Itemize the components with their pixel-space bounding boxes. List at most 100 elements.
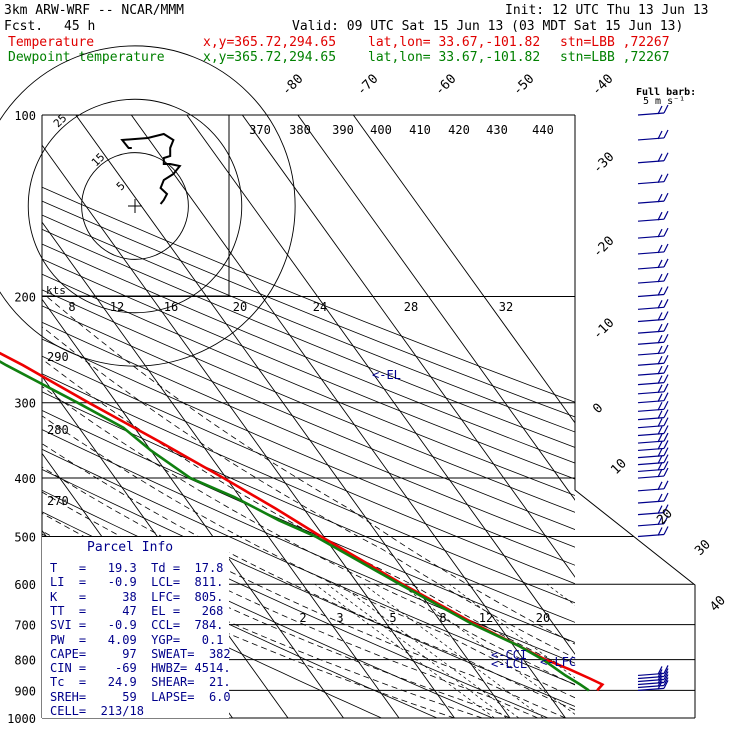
parcel-info-row: CAPE= 97 SWEAT= 382 (50, 646, 231, 661)
barb-flag (657, 287, 663, 296)
wind-barb (637, 680, 669, 692)
moist-adiabat (42, 415, 575, 699)
isotherm-line (186, 115, 575, 655)
isotherm-line (130, 115, 566, 718)
isotherm-line (42, 221, 400, 718)
barb-flag (657, 516, 663, 526)
barb-staff (637, 432, 665, 437)
theta-label: 430 (486, 123, 508, 137)
temperature-tick-label: -70 (354, 72, 381, 99)
wind-barb (637, 526, 669, 538)
barb-staff (637, 391, 665, 395)
mixing-ratio-label: 5 (389, 611, 396, 625)
temperature-xy: x,y=365.72,294.65 (203, 35, 337, 50)
wind-barb (637, 243, 669, 255)
dry-adiabat (42, 355, 575, 585)
barb-flag (663, 425, 669, 434)
wind-barb (637, 286, 669, 298)
barb-flag (663, 432, 669, 442)
wind-barb (637, 333, 669, 345)
barb-staff (637, 235, 665, 239)
wind-barb (637, 152, 669, 164)
barb-legend-1: Full barb: (636, 87, 696, 98)
barb-staff (637, 306, 665, 310)
barb-flag (663, 272, 669, 282)
temperature-tick-label: -30 (590, 150, 617, 177)
valid-time: Valid: 09 UTC Sat 15 Jun 13 (03 MDT Sat … (292, 19, 684, 34)
pressure-tick-label: 200 (14, 291, 36, 305)
hodograph-ring (81, 152, 189, 260)
mixing-ratio-line (339, 583, 520, 718)
theta-label-low: 280 (47, 423, 69, 437)
barb-staff (637, 687, 665, 692)
barb-flag (657, 481, 663, 491)
barb-flag (663, 526, 669, 535)
barb-staff (637, 137, 665, 141)
barb-staff (637, 251, 665, 255)
barb-flag (663, 354, 669, 364)
dry-adiabat (42, 200, 575, 418)
wind-barb (637, 344, 669, 356)
barb-flag (663, 364, 669, 374)
barb-flag (663, 665, 669, 674)
barb-flag (657, 675, 663, 684)
speed-label: 24 (313, 300, 327, 314)
barb-flag (663, 440, 669, 449)
barb-staff (637, 440, 665, 444)
barb-flag (657, 402, 663, 411)
dry-adiabat (42, 410, 575, 643)
barb-staff (637, 523, 665, 527)
pressure-tick-label: 900 (14, 684, 36, 698)
hodograph-ring-label: 5 (114, 179, 128, 193)
pressure-tick-label: 100 (14, 109, 36, 123)
dry-adiabat (42, 305, 575, 530)
barb-flag (663, 344, 669, 354)
barb-staff (637, 512, 665, 516)
barb-staff (637, 200, 665, 204)
temperature-tick-label: -10 (590, 316, 617, 343)
barb-flag (663, 374, 669, 383)
barb-flag (657, 355, 663, 365)
barb-flag (657, 174, 663, 183)
barb-flag (663, 210, 669, 220)
temperature-legend: Temperature (8, 35, 95, 50)
wind-barb (637, 364, 669, 376)
wind-barb (637, 461, 669, 473)
wind-barb (637, 272, 669, 284)
barb-staff (637, 455, 665, 459)
isotherm-line (42, 298, 344, 718)
dry-adiabat (42, 448, 575, 685)
wind-barb (637, 210, 669, 222)
pressure-tick-label: 600 (14, 578, 36, 592)
barb-flag (663, 299, 669, 308)
theta-label: 410 (409, 123, 431, 137)
wind-barb (637, 440, 669, 452)
barb-flag (663, 674, 669, 683)
temperature-tick-label: 40 (707, 593, 729, 615)
barb-flag (663, 392, 669, 401)
barb-flag (663, 417, 669, 426)
pressure-tick-label: 300 (14, 397, 36, 411)
barb-staff (637, 533, 665, 538)
dry-adiabat (42, 273, 575, 496)
barb-flag (663, 668, 669, 677)
dewpoint-station: stn=LBB ,72267 (560, 50, 670, 65)
barb-flag (657, 448, 663, 457)
theta-label: 440 (532, 123, 554, 137)
wind-barb (637, 432, 669, 444)
wind-barb (637, 665, 669, 677)
dewpoint-latlon: lat,lon= 33.67,-101.82 (368, 50, 541, 65)
barb-flag (663, 152, 669, 162)
barb-flag (663, 173, 669, 182)
moist-adiabat (46, 296, 575, 645)
forecast-hours: 45 h (64, 19, 96, 34)
forecast-label: Fcst. (4, 19, 44, 34)
barb-flag (657, 462, 663, 471)
barb-flag (663, 454, 669, 463)
dewpoint-xy: x,y=365.72,294.65 (203, 50, 337, 65)
mixing-ratio-line (326, 583, 507, 718)
barb-staff (637, 447, 665, 452)
hodograph: 5 15 25 (0, 45, 296, 367)
wind-barb (637, 311, 669, 323)
barb-staff (637, 382, 665, 386)
